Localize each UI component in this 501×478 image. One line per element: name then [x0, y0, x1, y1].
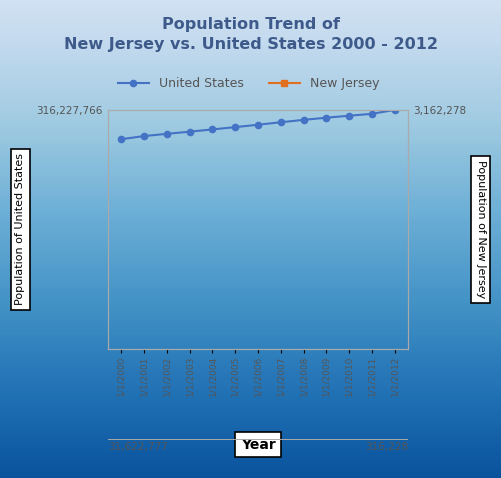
Text: 31,622,777: 31,622,777 [108, 442, 167, 452]
United States [392, 107, 398, 113]
United States [187, 129, 193, 135]
United States [255, 122, 261, 128]
United States [232, 124, 238, 130]
Text: Population Trend of
New Jersey vs. United States 2000 - 2012: Population Trend of New Jersey vs. Unite… [64, 17, 437, 52]
United States [301, 117, 307, 123]
United States [141, 133, 147, 139]
United States [278, 120, 284, 125]
United States [346, 113, 352, 119]
Y-axis label: Population of New Jersey: Population of New Jersey [476, 160, 486, 299]
United States [209, 127, 215, 132]
United States [118, 136, 124, 142]
United States [369, 111, 375, 117]
Legend: United States, New Jersey: United States, New Jersey [114, 74, 383, 94]
Text: 316,228: 316,228 [365, 442, 408, 452]
Line: United States: United States [118, 107, 398, 142]
United States [323, 115, 329, 120]
Y-axis label: Population of United States: Population of United States [16, 153, 26, 305]
X-axis label: Year: Year [240, 438, 276, 452]
United States [164, 131, 170, 137]
